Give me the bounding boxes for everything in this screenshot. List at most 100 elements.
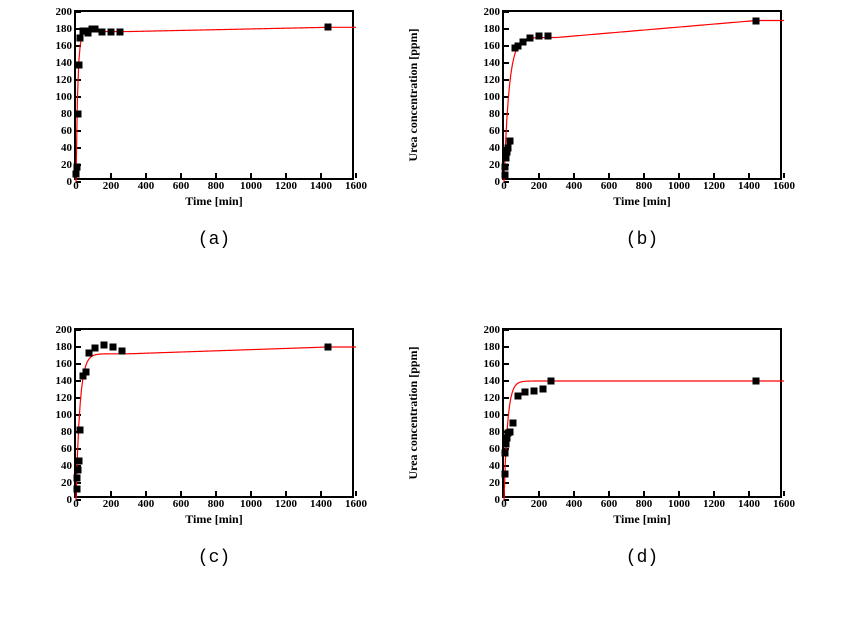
xtick-mark (748, 491, 750, 496)
xtick-label: 0 (73, 178, 79, 192)
data-marker (509, 420, 516, 427)
xtick-label: 600 (601, 496, 618, 510)
ytick-label: 200 (56, 324, 77, 336)
ytick-label: 160 (484, 358, 505, 370)
ytick-mark (504, 482, 509, 484)
fit-curve (504, 330, 784, 500)
xtick-mark (285, 491, 287, 496)
ytick-mark (504, 130, 509, 132)
panel-a-caption: (a) (198, 230, 230, 250)
xtick-mark (713, 491, 715, 496)
xtick-mark (783, 173, 785, 178)
ytick-mark (504, 346, 509, 348)
x-axis-label: Time [min] (185, 512, 242, 527)
ytick-mark (504, 62, 509, 64)
ytick-label: 120 (484, 74, 505, 86)
xtick-mark (678, 491, 680, 496)
ytick-mark (504, 380, 509, 382)
ytick-label: 160 (56, 358, 77, 370)
ytick-label: 80 (489, 426, 504, 438)
data-marker (753, 17, 760, 24)
ytick-label: 200 (56, 6, 77, 18)
xtick-label: 0 (501, 178, 507, 192)
ytick-label: 140 (56, 57, 77, 69)
plot-box: 0204060801001201401601802000200400600800… (74, 328, 354, 498)
xtick-mark (503, 491, 505, 496)
ytick-mark (504, 28, 509, 30)
ytick-label: 200 (484, 6, 505, 18)
xtick-mark (573, 491, 575, 496)
ytick-mark (76, 329, 81, 331)
panel-c-caption: (c) (198, 548, 230, 568)
ytick-mark (504, 79, 509, 81)
xtick-mark (110, 491, 112, 496)
ytick-label: 80 (489, 108, 504, 120)
fit-curve (76, 330, 356, 500)
xtick-label: 800 (208, 178, 225, 192)
xtick-mark (250, 491, 252, 496)
panel-c-cell: 0204060801001201401601802000200400600800… (0, 318, 428, 635)
panel-d-cell: 0204060801001201401601802000200400600800… (428, 318, 856, 635)
ytick-label: 120 (484, 392, 505, 404)
ytick-mark (76, 11, 81, 13)
data-marker (515, 392, 522, 399)
ytick-label: 120 (56, 392, 77, 404)
xtick-mark (748, 173, 750, 178)
data-marker (544, 32, 551, 39)
ytick-mark (504, 113, 509, 115)
xtick-label: 1000 (668, 178, 690, 192)
ytick-mark (76, 397, 81, 399)
xtick-mark (538, 491, 540, 496)
xtick-mark (215, 491, 217, 496)
xtick-mark (320, 491, 322, 496)
ytick-label: 60 (489, 125, 504, 137)
xtick-label: 1000 (240, 496, 262, 510)
data-marker (116, 28, 123, 35)
ytick-label: 40 (61, 142, 76, 154)
ytick-mark (504, 397, 509, 399)
ytick-label: 120 (56, 74, 77, 86)
data-marker (76, 61, 83, 68)
ytick-mark (504, 329, 509, 331)
ytick-mark (76, 380, 81, 382)
data-marker (527, 34, 534, 41)
ytick-mark (76, 79, 81, 81)
data-marker (75, 111, 82, 118)
ytick-mark (76, 448, 81, 450)
data-marker (505, 145, 512, 152)
xtick-label: 200 (531, 178, 548, 192)
xtick-mark (145, 173, 147, 178)
xtick-label: 800 (208, 496, 225, 510)
ytick-label: 180 (56, 341, 77, 353)
xtick-label: 1200 (275, 178, 297, 192)
ytick-mark (76, 346, 81, 348)
xtick-mark (355, 173, 357, 178)
ytick-mark (504, 363, 509, 365)
ytick-mark (504, 96, 509, 98)
y-axis-label: Urea concentration [ppm] (406, 28, 421, 161)
data-marker (101, 341, 108, 348)
ytick-mark (504, 11, 509, 13)
data-marker (501, 172, 508, 179)
ytick-label: 100 (484, 91, 505, 103)
plot-box: 0204060801001201401601802000200400600800… (502, 328, 782, 498)
xtick-mark (713, 173, 715, 178)
xtick-label: 600 (601, 178, 618, 192)
xtick-mark (678, 173, 680, 178)
ytick-mark (76, 45, 81, 47)
xtick-mark (215, 173, 217, 178)
ytick-label: 60 (61, 125, 76, 137)
data-marker (99, 28, 106, 35)
ytick-label: 140 (56, 375, 77, 387)
xtick-mark (180, 491, 182, 496)
xtick-mark (180, 173, 182, 178)
ytick-mark (76, 363, 81, 365)
data-marker (530, 387, 537, 394)
xtick-label: 400 (566, 178, 583, 192)
ytick-mark (504, 45, 509, 47)
data-marker (109, 343, 116, 350)
ytick-mark (76, 147, 81, 149)
ytick-label: 140 (484, 375, 505, 387)
data-marker (77, 34, 84, 41)
xtick-label: 1000 (668, 496, 690, 510)
